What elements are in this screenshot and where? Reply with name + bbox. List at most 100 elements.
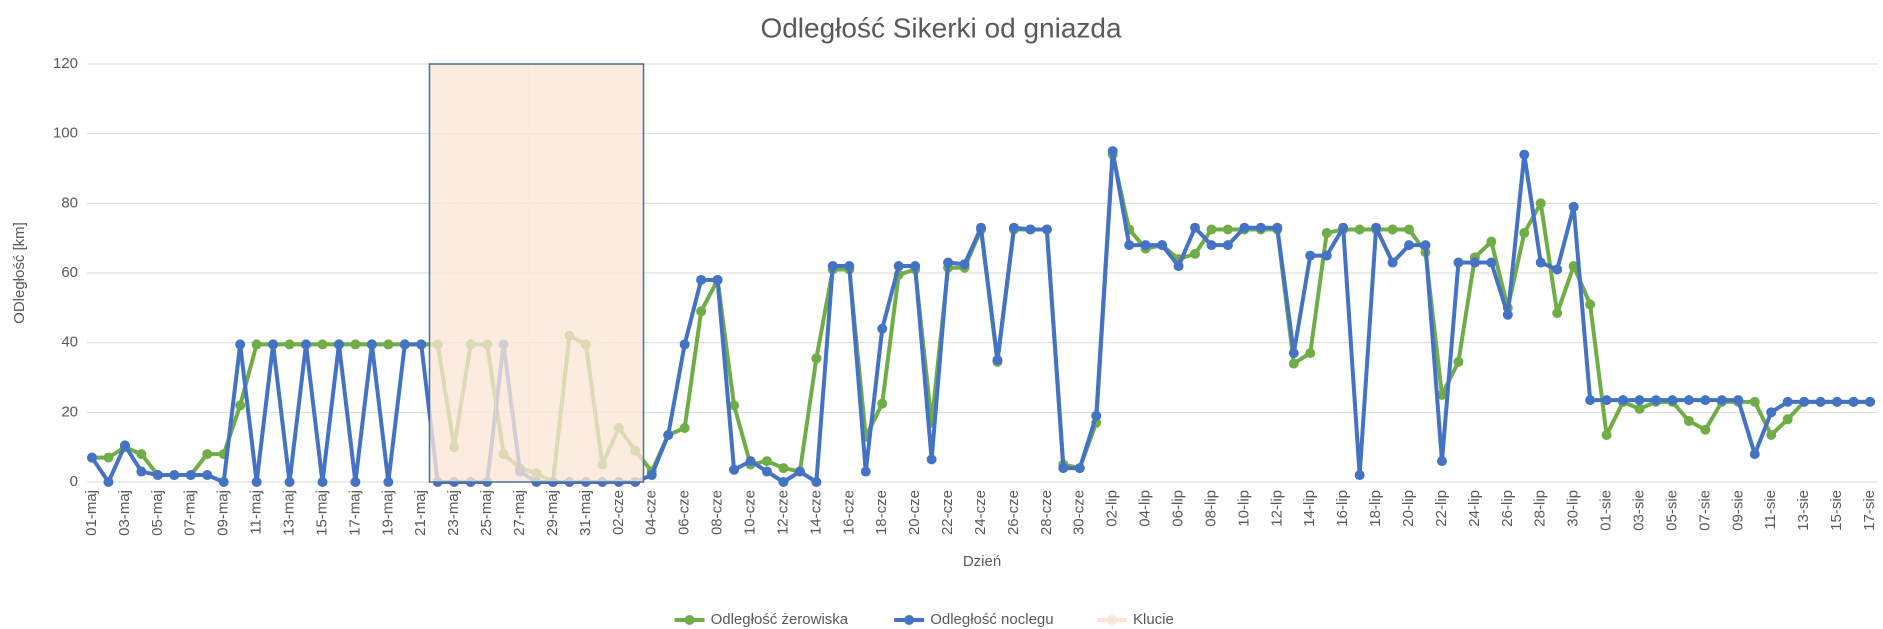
data-point (1272, 222, 1283, 233)
y-tick-label: 40 (61, 334, 78, 351)
data-point (1667, 395, 1678, 406)
x-tick-label: 27-maj (511, 490, 528, 536)
data-point (218, 477, 229, 487)
data-point (696, 274, 707, 285)
data-point (679, 423, 690, 434)
x-tick-label: 29-maj (544, 490, 561, 536)
x-tick-label: 08-cze (709, 490, 726, 535)
x-tick-label: 11-sie (1762, 490, 1779, 530)
data-point (959, 259, 970, 270)
data-point (87, 452, 97, 463)
legend-marker (1107, 615, 1117, 625)
x-tick-label: 26-lip (1499, 490, 1516, 527)
data-point (1387, 257, 1398, 268)
data-point (712, 274, 723, 285)
legend-marker (684, 615, 695, 625)
data-point (696, 306, 707, 317)
data-point (317, 339, 328, 350)
data-point (1058, 463, 1069, 474)
data-point (1206, 224, 1217, 235)
data-point (235, 339, 246, 350)
data-point (317, 477, 328, 487)
x-tick-label: 08-lip (1202, 490, 1219, 527)
data-point (663, 429, 674, 440)
y-tick-label: 80 (61, 194, 78, 211)
data-point (1782, 396, 1793, 407)
data-point (333, 339, 344, 350)
legend-marker (904, 615, 915, 625)
data-point (185, 470, 196, 481)
data-point (778, 463, 789, 474)
x-tick-label: 17-maj (346, 490, 363, 536)
x-tick-label: 21-maj (412, 490, 429, 536)
data-point (1404, 240, 1415, 251)
data-point (1634, 403, 1645, 414)
data-point (301, 339, 312, 350)
data-point (976, 222, 986, 233)
x-tick-label: 24-lip (1466, 490, 1483, 527)
x-tick-label: 18-lip (1367, 490, 1384, 527)
data-point (103, 452, 114, 463)
x-tick-label: 05-maj (149, 490, 166, 536)
data-point (943, 257, 954, 268)
data-point (1190, 248, 1201, 259)
x-tick-label: 31-maj (577, 490, 594, 536)
data-point (235, 400, 246, 411)
data-point (745, 456, 756, 467)
data-point (877, 398, 888, 409)
x-tick-label: 22-lip (1433, 490, 1450, 527)
bar (462, 64, 480, 482)
data-point (1091, 410, 1102, 421)
data-point (1832, 396, 1843, 407)
data-point (1650, 395, 1661, 406)
data-point (1157, 240, 1168, 251)
x-tick-label: 20-lip (1400, 490, 1417, 527)
data-point (1716, 395, 1727, 406)
data-point (761, 466, 772, 477)
data-point (350, 339, 361, 350)
bar (544, 64, 562, 482)
data-point (1288, 348, 1299, 359)
data-point (1683, 395, 1694, 406)
bar (511, 64, 529, 482)
data-point (778, 477, 789, 487)
data-point (1519, 149, 1530, 160)
data-point (860, 466, 871, 477)
data-point (383, 339, 394, 350)
y-tick-label: 120 (53, 55, 78, 72)
data-point (1453, 257, 1464, 268)
x-tick-label: 02-cze (610, 490, 627, 535)
x-tick-label: 13-maj (281, 490, 298, 536)
data-point (1305, 250, 1316, 261)
bar (577, 64, 595, 482)
data-point (811, 477, 822, 487)
data-point (1700, 424, 1711, 435)
data-point (350, 477, 361, 487)
x-axis-title: Dzień (963, 553, 1001, 570)
data-point (1535, 257, 1546, 268)
data-point (1799, 396, 1810, 407)
data-point (646, 470, 657, 481)
x-tick-label: 14-cze (807, 490, 824, 535)
legend-label: Odległość żerowiska (711, 611, 849, 628)
data-point (1338, 222, 1349, 233)
data-point (1354, 470, 1365, 481)
x-tick-label: 07-maj (182, 490, 199, 536)
x-tick-label: 18-cze (873, 490, 890, 535)
data-point (811, 353, 822, 364)
x-tick-label: 02-lip (1104, 490, 1121, 527)
data-point (1305, 348, 1316, 359)
x-tick-label: 05-sie (1663, 490, 1680, 531)
data-point (103, 477, 114, 487)
data-point (1865, 396, 1875, 407)
x-tick-label: 16-cze (840, 490, 857, 535)
data-point (1519, 227, 1530, 238)
data-point (284, 339, 295, 350)
data-point (1387, 224, 1398, 235)
x-tick-label: 03-maj (116, 490, 133, 536)
data-point (1782, 414, 1793, 425)
x-tick-label: 07-sie (1696, 490, 1713, 531)
data-point (1749, 449, 1760, 460)
data-point (399, 339, 410, 350)
